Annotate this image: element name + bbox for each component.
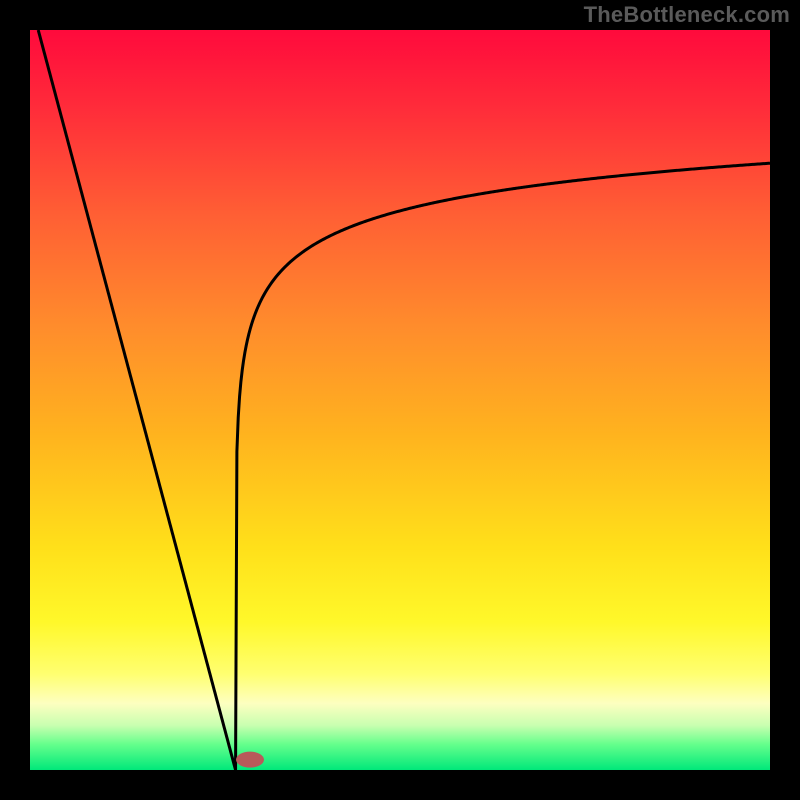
watermark-text: TheBottleneck.com xyxy=(584,2,790,28)
chart-container: TheBottleneck.com xyxy=(0,0,800,800)
bottleneck-chart xyxy=(0,0,800,800)
min-marker xyxy=(236,752,264,768)
plot-background xyxy=(30,30,770,770)
